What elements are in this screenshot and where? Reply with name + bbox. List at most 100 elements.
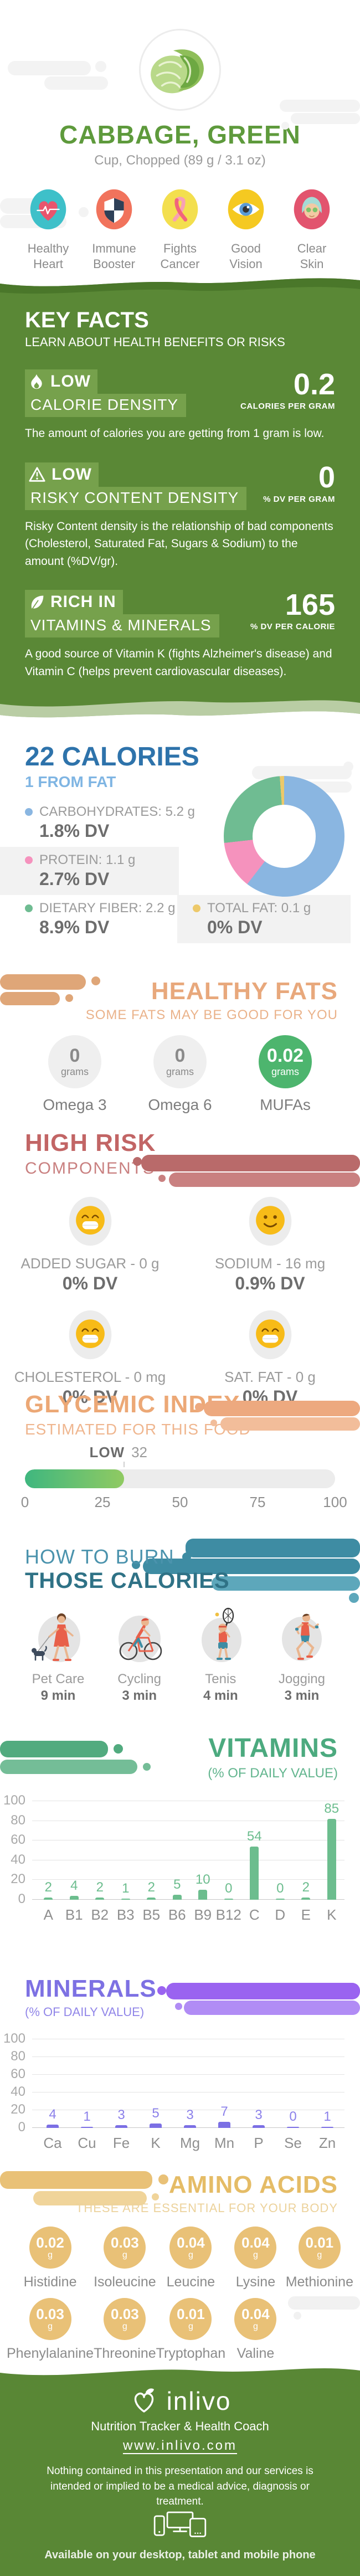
risk-added-sugar: ADDED SUGAR - 0 g 0% DV	[0, 1187, 180, 1300]
activity-cycling: Cycling 3 min	[104, 1603, 176, 1704]
decorative-dot	[95, 61, 106, 72]
bar-column-Zn: 1 Zn	[310, 2039, 344, 2151]
fact-unit: CALORIES PER GRAM	[240, 402, 335, 411]
minerals-title: MINERALS	[25, 1975, 157, 2002]
fact-unit: % DV PER CALORIE	[250, 622, 335, 631]
x-axis-label: A	[43, 1906, 53, 1923]
decorative-dot	[132, 1561, 140, 1569]
amino-value-blob: 0.02 g	[29, 2225, 75, 2269]
fat-omega6: 0 grams Omega 6	[138, 1033, 222, 1114]
calories-section: 22 CALORIES 1 FROM FAT CARBOHYDRATES: 5.…	[0, 742, 360, 963]
bar	[81, 2127, 93, 2128]
bar-column-C: 54 C	[241, 1801, 268, 1923]
benefit-good-vision: Good Vision	[213, 185, 279, 271]
bar	[321, 2127, 333, 2128]
bar-column-Cu: 1 Cu	[70, 2039, 104, 2151]
decorative-blob	[220, 1417, 360, 1431]
devices-icon	[153, 2511, 207, 2537]
fat-value-blob: 0 grams	[48, 1033, 106, 1088]
risk-items-grid: ADDED SUGAR - 0 g 0% DV SODIUM - 16 mg 0…	[0, 1187, 360, 1414]
x-axis-label: Mn	[214, 2135, 235, 2151]
decorative-blob	[212, 1576, 360, 1591]
amino-value-blob: 0.03 g	[104, 2225, 150, 2269]
legend-band: TOTAL FAT: 0.1 g 0% DV	[177, 895, 351, 943]
bar-value-label: 3	[117, 2107, 125, 2123]
carb-dot-icon	[25, 808, 33, 816]
activity-tennis: Tenis 4 min	[184, 1603, 256, 1704]
decorative-dot	[65, 994, 73, 1002]
footer-section: inlivo Nutrition Tracker & Health Coach …	[0, 2362, 360, 2576]
bar	[47, 2124, 59, 2128]
fact-value: 0	[318, 460, 335, 494]
bar	[275, 1899, 285, 1900]
decorative-dot	[210, 1420, 217, 1426]
decorative-blob	[169, 1173, 360, 1187]
fat-omega3: 0 grams Omega 3	[33, 1033, 116, 1114]
website-link[interactable]: www.inlivo.com	[122, 2438, 238, 2453]
vitamins-bar-chart: 0 20 40 60 80 100 2 A 4 B1 2 B2 1 B3 2 B5 5 B6 10 B9 0 B12 54 C…	[0, 1793, 344, 1923]
bar-column-Ca: 4 Ca	[35, 2039, 70, 2151]
decorative-blob	[186, 1539, 360, 1557]
decorative-blob	[0, 1741, 108, 1757]
amino-value-blob: 0.01 g	[298, 2225, 344, 2269]
dot-icon	[182, 1552, 191, 1561]
bar	[224, 1899, 233, 1900]
x-axis-label: K	[151, 2135, 161, 2151]
decorative-blob	[288, 2296, 360, 2310]
spa-face-icon	[294, 189, 330, 230]
decorative-dot	[349, 1593, 359, 1603]
decorative-blob	[0, 2171, 152, 2189]
serving-subtitle: Cup, Chopped (89 g / 3.1 oz)	[94, 153, 266, 168]
scale-label: 25	[94, 1494, 111, 1510]
y-axis-tick: 100	[3, 1793, 25, 1808]
bar-value-label: 2	[147, 1880, 155, 1895]
high-risk-subtitle: COMPONENTS	[25, 1159, 156, 1178]
footer-wave	[0, 2362, 360, 2384]
x-axis-label: B6	[168, 1906, 186, 1923]
decorative-blob	[44, 76, 108, 90]
food-photo-cabbage	[139, 29, 221, 111]
wave-divider-bottom	[0, 695, 360, 723]
x-axis-label: Ca	[43, 2135, 62, 2151]
benefit-fights-cancer: Fights Cancer	[147, 185, 213, 271]
gridline	[32, 1879, 344, 1880]
bar-column-B12: 0 B12	[216, 1801, 242, 1923]
legend-band: PROTEIN: 1.1 g 2.7% DV	[0, 847, 179, 895]
decorative-blob	[143, 1559, 360, 1574]
amino-value-blob: 0.01 g	[169, 2296, 215, 2340]
bar-value-label: 1	[83, 2109, 91, 2124]
grin-emoji-icon	[249, 1310, 291, 1360]
decorative-blob	[204, 1401, 360, 1416]
cabbage-illustration	[141, 30, 216, 106]
bar-value-label: 7	[220, 2104, 228, 2119]
x-axis-label: B2	[91, 1906, 109, 1923]
decorative-blob	[280, 100, 360, 112]
x-axis-label: B9	[194, 1906, 212, 1923]
scale-label: 100	[323, 1494, 347, 1510]
bar-column-Fe: 3 Fe	[104, 2039, 138, 2151]
bar-value-label: 1	[122, 1881, 130, 1896]
decorative-dot	[158, 2174, 168, 2184]
wave-divider-top	[0, 272, 360, 296]
bar	[301, 1898, 311, 1900]
hero-section: CABBAGE, GREEN Cup, Chopped (89 g / 3.1 …	[0, 29, 360, 272]
bar-column-B1: 4 B1	[61, 1801, 88, 1923]
decorative-dot	[175, 2003, 182, 2010]
minerals-section: MINERALS (% OF DAILY VALUE) 0 20 40 60 80 100…	[0, 1963, 360, 2157]
high-risk-section: HIGH RISK COMPONENTS ADDED SUGAR - 0 g 0…	[0, 1118, 360, 1407]
bar-value-label: 5	[152, 2106, 160, 2121]
legend-dietary-fiber: DIETARY FIBER: 2.2 g 8.9% DV	[0, 895, 177, 943]
y-axis-tick: 60	[11, 2066, 25, 2081]
calories-from-fat: 1 FROM FAT	[25, 773, 116, 790]
vitamins-title: VITAMINS	[208, 1734, 338, 1763]
amino-title: AMINO ACIDS	[168, 2171, 338, 2198]
gridline	[32, 1899, 344, 1900]
healthy-fats-items: 0 grams Omega 3 0 grams Omega 6 0.02 gra…	[0, 1033, 360, 1114]
decorative-dot	[91, 976, 100, 985]
key-facts-title: KEY FACTS	[25, 308, 149, 332]
minerals-subtitle: (% OF DAILY VALUE)	[25, 2005, 145, 2019]
macro-legend: CARBOHYDRATES: 5.2 g 1.8% DV PROTEIN: 1.…	[0, 799, 360, 943]
bar-value-label: 0	[276, 1881, 284, 1896]
